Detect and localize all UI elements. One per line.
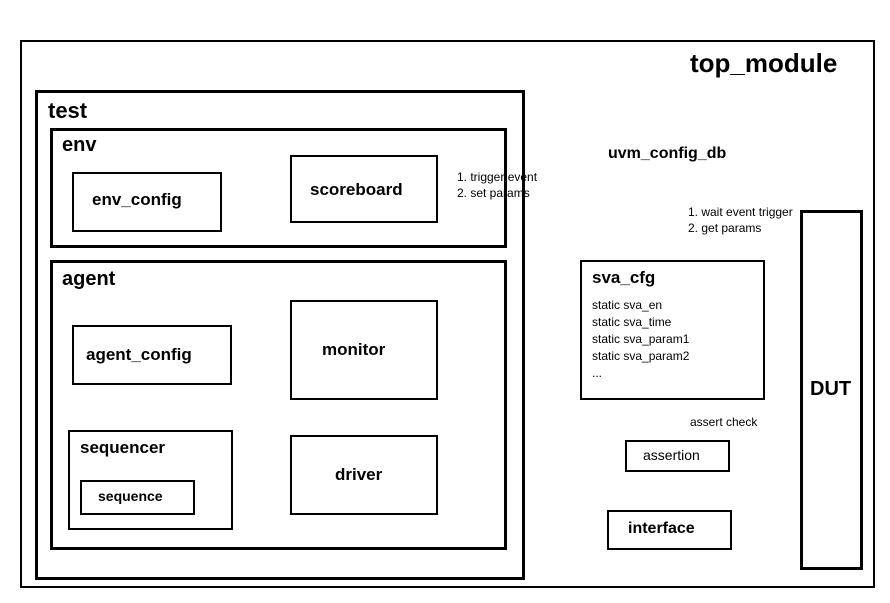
assertion-label: assertion	[643, 447, 700, 463]
wait-label-2: 2. get params	[688, 221, 761, 235]
trigger-label-2: 2. set params	[457, 186, 530, 200]
uvm-config-db-label: uvm_config_db	[608, 145, 726, 163]
agent-label: agent	[62, 268, 115, 291]
trigger-label-1: 1. trigger event	[457, 170, 537, 184]
test-label: test	[48, 98, 87, 124]
scoreboard-label: scoreboard	[310, 180, 403, 200]
sva-member-1: static sva_time	[592, 315, 671, 329]
driver-label: driver	[335, 465, 382, 485]
top_module-label: top_module	[690, 48, 837, 79]
wait-label-1: 1. wait event trigger	[688, 205, 793, 219]
interface-label: interface	[628, 520, 695, 538]
sequence-label: sequence	[98, 488, 163, 504]
sva-member-0: static sva_en	[592, 298, 662, 312]
agent_config-label: agent_config	[86, 345, 192, 365]
sva-member-2: static sva_param1	[592, 332, 689, 346]
sva-member-4: ...	[592, 366, 602, 380]
assert-label: assert check	[690, 415, 757, 429]
sequencer-label: sequencer	[80, 438, 165, 458]
sva-member-3: static sva_param2	[592, 349, 689, 363]
env-label: env	[62, 134, 96, 157]
env_config-label: env_config	[92, 190, 182, 210]
monitor-label: monitor	[322, 340, 385, 360]
dut-label: DUT	[810, 378, 851, 401]
sva_cfg-label: sva_cfg	[592, 268, 655, 288]
